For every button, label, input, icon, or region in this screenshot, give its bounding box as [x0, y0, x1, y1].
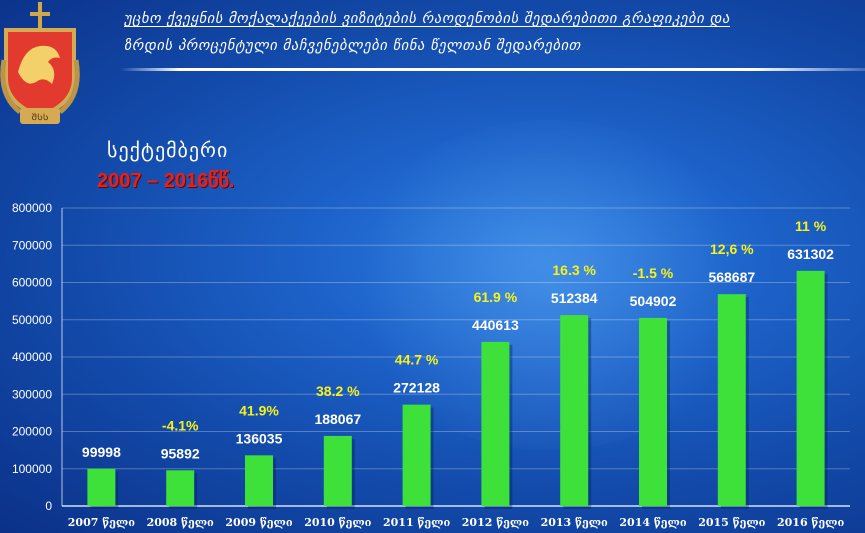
growth-percent-label: -4.1% — [162, 417, 199, 433]
x-tick-label: 2009 წელი — [225, 516, 292, 529]
title-line-1: უცხო ქვეყნის მოქალაქეების ვიზიტების რაოდ… — [124, 11, 730, 27]
x-tick-label: 2011 წელი — [383, 516, 450, 529]
growth-percent-label: -1.5 % — [633, 265, 674, 281]
bar — [402, 404, 431, 506]
y-tick-label: 600000 — [12, 276, 52, 290]
bar — [166, 470, 195, 506]
bar-value-label: 95892 — [161, 445, 200, 461]
bar — [796, 270, 825, 506]
x-tick-label: 2015 წელი — [698, 516, 765, 529]
y-tick-label: 0 — [45, 499, 52, 513]
x-tick-label: 2014 წელი — [619, 516, 686, 529]
growth-percent-label: 41.9% — [239, 402, 279, 418]
x-tick-label: 2008 წელი — [147, 516, 214, 529]
y-tick-label: 300000 — [12, 387, 52, 401]
period-label: 2007 – 2016წწ. — [97, 170, 235, 192]
bar-value-label: 504902 — [630, 293, 677, 309]
x-tick-label: 2016 წელი — [777, 516, 844, 529]
bar-value-label: 568687 — [708, 269, 755, 285]
month-label: სექტემბერი — [107, 138, 229, 162]
growth-percent-label: 11 % — [795, 218, 827, 234]
bar-value-label: 512384 — [551, 290, 598, 306]
y-tick-label: 100000 — [12, 462, 52, 476]
bar-value-label: 136035 — [236, 430, 283, 446]
x-tick-label: 2010 წელი — [304, 516, 371, 529]
header: უცხო ქვეყნის მოქალაქეების ვიზიტების რაოდ… — [124, 6, 864, 60]
title-line-2: ზრდის პროცენტული მაჩვენებლები წინა წელთა… — [124, 38, 581, 54]
bar-value-label: 188067 — [314, 411, 361, 427]
bar-value-label: 99998 — [82, 444, 121, 460]
header-divider — [120, 68, 865, 71]
y-tick-label: 200000 — [12, 425, 52, 439]
bar-value-label: 272128 — [393, 380, 440, 396]
bar — [560, 315, 589, 506]
growth-percent-label: 38.2 % — [316, 383, 360, 399]
emblem-text: ᲨᲡᲡ — [31, 113, 48, 123]
x-tick-label: 2012 წელი — [462, 516, 529, 529]
bar-value-label: 631302 — [787, 246, 834, 262]
bar — [717, 294, 746, 506]
bar — [245, 455, 273, 506]
bar — [87, 468, 116, 506]
x-tick-label: 2007 წელი — [68, 516, 135, 529]
y-tick-label: 700000 — [12, 238, 52, 252]
background-glow — [340, 120, 760, 450]
emblem-logo: ᲨᲡᲡ — [0, 2, 80, 124]
y-tick-label: 800000 — [12, 201, 52, 215]
y-tick-label: 500000 — [12, 313, 52, 327]
growth-percent-label: 44.7 % — [395, 352, 439, 368]
y-tick-label: 400000 — [12, 350, 52, 364]
growth-percent-label: 12,6 % — [710, 241, 754, 257]
bar — [639, 317, 667, 506]
bar — [481, 341, 510, 506]
bar-value-label: 440613 — [472, 317, 519, 333]
growth-percent-label: 16.3 % — [552, 262, 596, 278]
bar — [323, 435, 352, 506]
growth-percent-label: 61.9 % — [474, 289, 518, 305]
x-tick-label: 2013 წელი — [541, 516, 608, 529]
